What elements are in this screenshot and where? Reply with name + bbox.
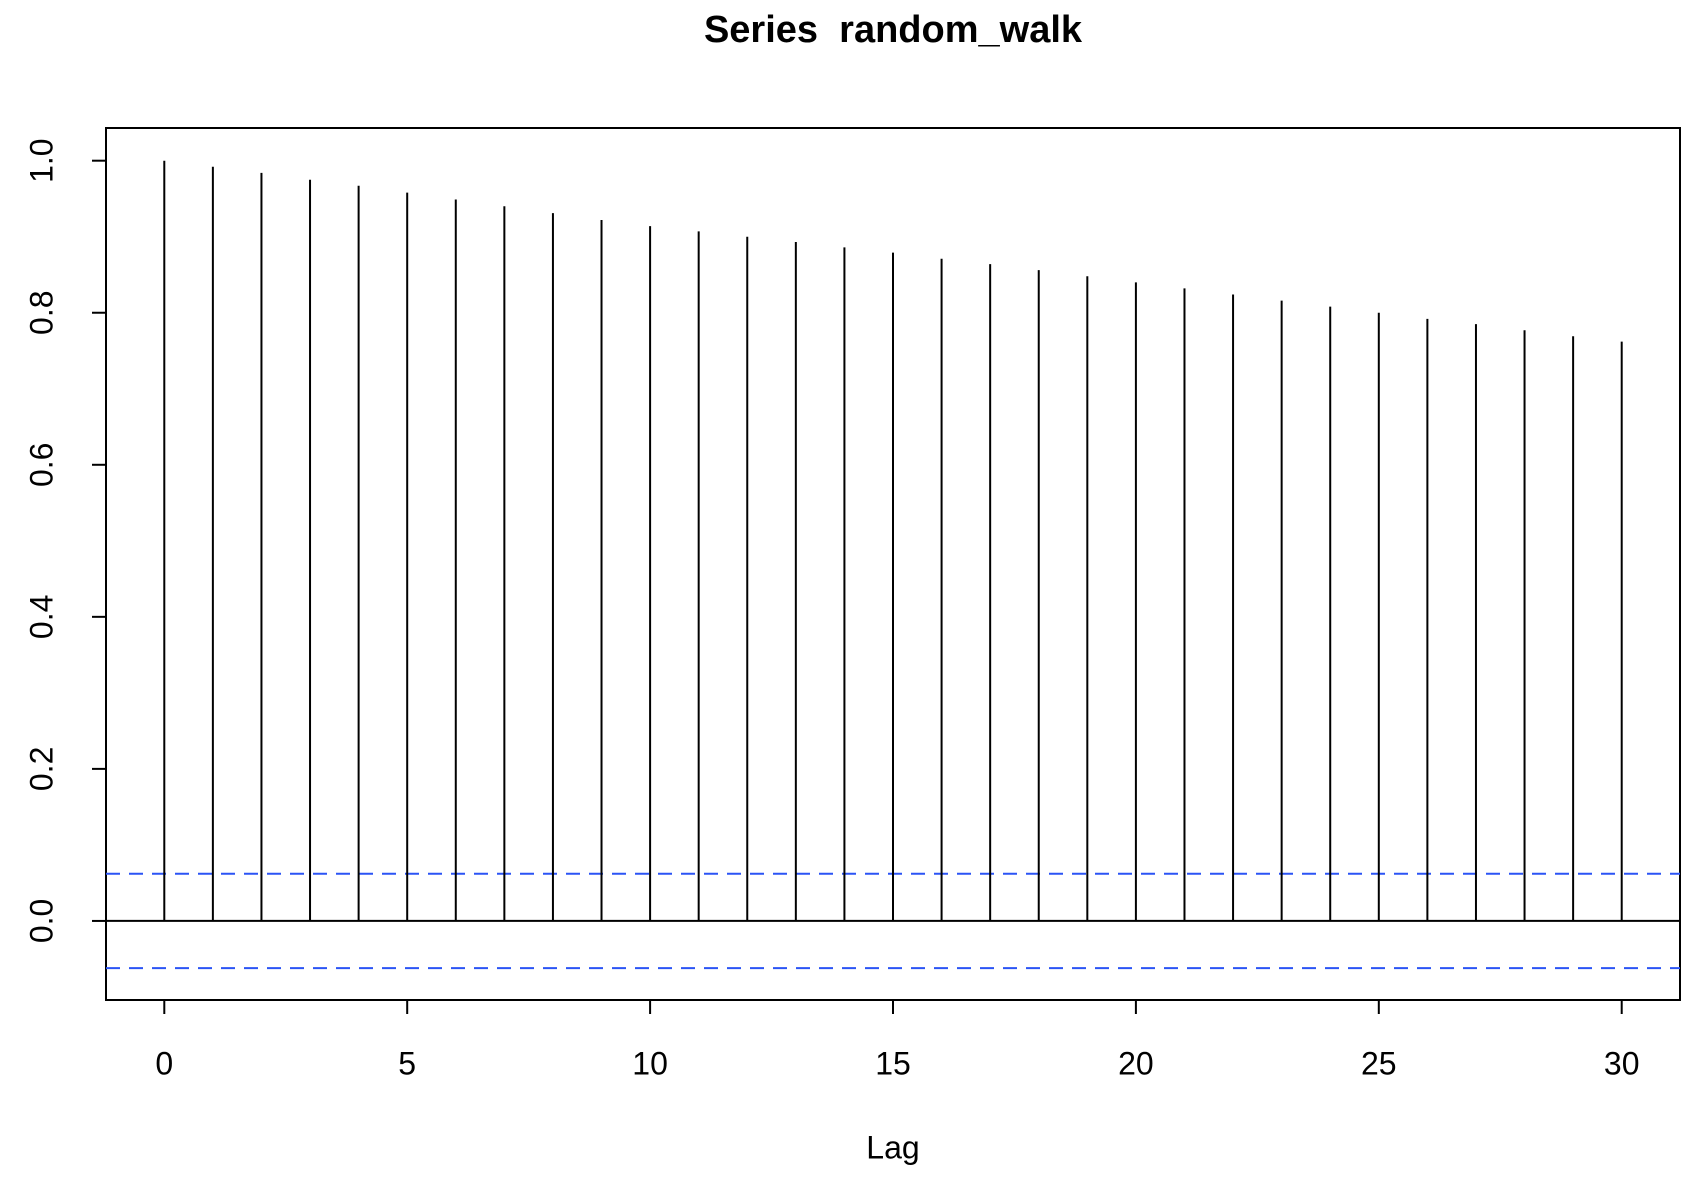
x-axis-label: Lag [866, 1129, 919, 1165]
y-tick-label: 0.4 [23, 595, 59, 639]
x-tick-label: 20 [1118, 1045, 1154, 1081]
y-tick-label: 0.6 [23, 443, 59, 487]
y-tick-label: 1.0 [23, 138, 59, 182]
x-tick-label: 5 [398, 1045, 416, 1081]
y-tick-label: 0.0 [23, 899, 59, 943]
y-tick-label: 0.8 [23, 290, 59, 334]
x-tick-label: 10 [632, 1045, 668, 1081]
y-tick-label: 0.2 [23, 747, 59, 791]
x-tick-label: 25 [1361, 1045, 1397, 1081]
x-tick-label: 30 [1604, 1045, 1640, 1081]
x-tick-label: 15 [875, 1045, 911, 1081]
chart-title: Series random_walk [704, 9, 1083, 51]
x-tick-label: 0 [155, 1045, 173, 1081]
